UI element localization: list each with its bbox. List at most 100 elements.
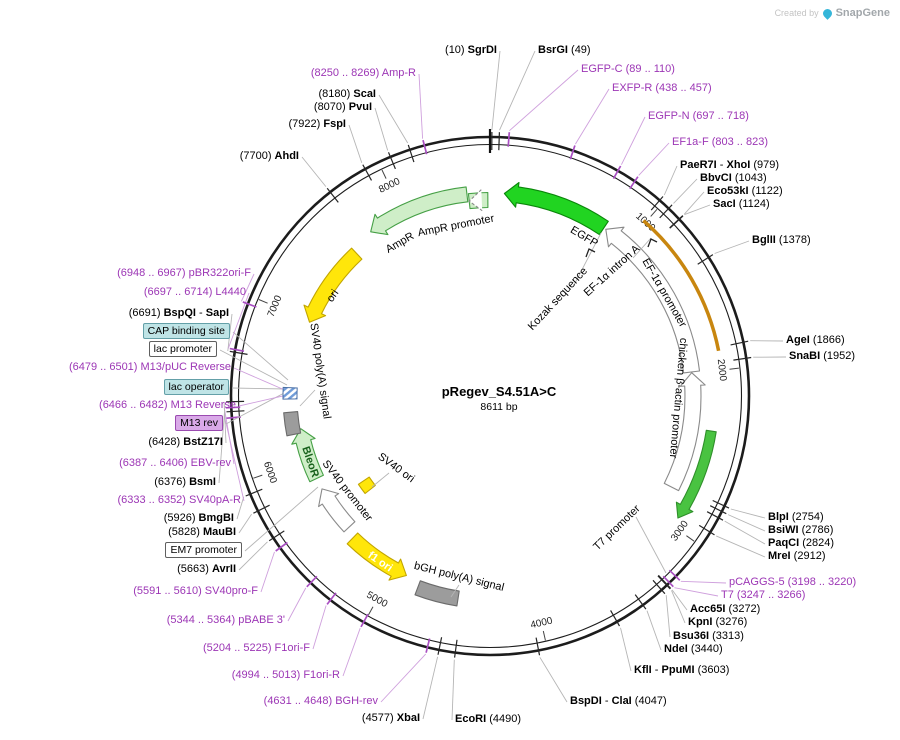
site-label-bbvci[interactable]: BbvCI (1043): [700, 172, 767, 185]
tick-bgh-rev-primer: [425, 638, 431, 653]
site-label-m13-puc-reverse-primer[interactable]: (6479 .. 6501) M13/pUC Reverse: [69, 361, 231, 374]
watermark: Created by SnapGene: [775, 6, 890, 20]
callout-bglii: [714, 240, 750, 254]
tick-exfp-r-primer: [569, 145, 576, 160]
tick-ebv-rev-primer: [225, 406, 241, 409]
site-label-acc65i[interactable]: Acc65I (3272): [690, 603, 760, 616]
site-label-t7-primer[interactable]: T7 (3247 .. 3266): [721, 589, 805, 602]
site-label-amp-r-primer[interactable]: (8250 .. 8269) Amp-R: [311, 67, 416, 80]
site-label-bspdi-clai[interactable]: BspDI - ClaI (4047): [570, 695, 667, 708]
site-label-xbai[interactable]: (4577) XbaI: [362, 712, 420, 725]
site-label-kfli-ppumi[interactable]: KflI - PpuMI (3603): [634, 664, 729, 677]
site-label-l4440-primer[interactable]: (6697 .. 6714) L4440: [144, 286, 246, 299]
site-label-bsiwi[interactable]: BsiWI (2786): [768, 524, 833, 537]
site-label-mrei[interactable]: MreI (2912): [768, 550, 825, 563]
callout-exfp-r-primer: [575, 88, 610, 145]
callout-avrii: [238, 541, 268, 571]
site-label-lac-promoter-label[interactable]: lac promoter: [148, 341, 217, 357]
watermark-brand: SnapGene: [835, 7, 890, 19]
callout-lac-operator-label: [231, 387, 287, 390]
site-label-ndei[interactable]: NdeI (3440): [664, 643, 723, 656]
site-label-egfp-n-primer[interactable]: EGFP-N (697 .. 718): [648, 110, 749, 123]
feature-intron-arc[interactable]: [675, 429, 717, 519]
site-label-maubi[interactable]: (5828) MauBI: [168, 526, 236, 539]
intron-boundary-icon: [585, 248, 596, 258]
feature-label-ef1a-intron-a[interactable]: EF-1α intron A: [582, 242, 643, 299]
site-label-agei[interactable]: AgeI (1866): [786, 334, 845, 347]
site-label-avrii[interactable]: (5663) AvrII: [177, 563, 236, 576]
site-label-sv40pro-f-primer[interactable]: (5591 .. 5610) SV40pro-F: [133, 585, 258, 598]
site-label-text: BsmI: [189, 476, 216, 488]
tick-f1ori-f-primer: [326, 592, 337, 605]
site-label-exfp-r-primer[interactable]: EXFP-R (438 .. 457): [612, 82, 712, 95]
site-label-bspqi-sapi[interactable]: (6691) BspQI - SapI: [129, 307, 229, 320]
site-label-blpi[interactable]: BlpI (2754): [768, 511, 824, 524]
feature-egfp[interactable]: [503, 181, 609, 236]
site-label-m13-reverse-primer[interactable]: (6466 .. 6482) M13 Reverse: [99, 399, 236, 412]
site-label-bsu36i[interactable]: Bsu36I (3313): [673, 630, 744, 643]
site-label-ecori[interactable]: EcoRI (4490): [455, 713, 521, 726]
site-label-paqci[interactable]: PaqCI (2824): [768, 537, 834, 550]
feature-ef1a-intron-a[interactable]: [642, 219, 721, 352]
site-label-ebv-rev-primer[interactable]: (6387 .. 6406) EBV-rev: [119, 457, 231, 470]
site-label-pbr322ori-f-primer[interactable]: (6948 .. 6967) pBR322ori-F: [117, 267, 251, 280]
plasmid-name[interactable]: pRegev_S4.51A>C: [441, 384, 557, 399]
feature-label-sv40-polya[interactable]: SV40 poly(A) signal: [307, 322, 332, 419]
site-label-pcaggs-5-primer[interactable]: pCAGGS-5 (3198 .. 3220): [729, 576, 856, 589]
site-label-text: (4994 .. 5013) F1ori-R: [231, 669, 340, 681]
site-label-bmgbi[interactable]: (5926) BmgBI: [164, 512, 234, 525]
feature-label-ampr-promoter[interactable]: AmpR promoter: [417, 213, 496, 240]
feature-ori[interactable]: [303, 247, 363, 323]
feature-label-ef1a-promoter[interactable]: EF-1α promoter: [640, 256, 689, 329]
scale-label-8000: 8000: [377, 176, 402, 196]
feature-label-sv40-ori[interactable]: SV40 ori: [375, 451, 416, 486]
feature-label-ori[interactable]: ori: [325, 288, 342, 305]
site-label-cap-binding-site-label[interactable]: CAP binding site: [142, 323, 230, 339]
scale-tick-1000: [650, 208, 658, 217]
site-label-em7-promoter-label[interactable]: EM7 promoter: [165, 542, 242, 558]
site-label-lac-operator-label[interactable]: lac operator: [163, 379, 229, 395]
feature-sv40-polya[interactable]: [283, 411, 302, 437]
feature-m13-rev-site[interactable]: [282, 386, 298, 400]
feature-bleor[interactable]: [291, 428, 324, 483]
site-label-pbabe-3-primer[interactable]: (5344 .. 5364) pBABE 3': [167, 614, 285, 627]
site-label-f1ori-f-primer[interactable]: (5204 .. 5225) F1ori-F: [203, 642, 310, 655]
feature-f1-ori[interactable]: [346, 532, 407, 581]
feature-sv40-ori[interactable]: [357, 476, 376, 495]
site-label-bgh-rev-primer[interactable]: (4631 .. 4648) BGH-rev: [264, 695, 378, 708]
feature-ef1a-promoter[interactable]: [605, 226, 701, 374]
site-label-text: (5591 .. 5610) SV40pro-F: [133, 585, 258, 597]
feature-callout: [632, 237, 652, 259]
site-label-bsrgi[interactable]: BsrGI (49): [538, 44, 591, 57]
site-label-bsmi[interactable]: (6376) BsmI: [154, 476, 216, 489]
feature-label-t7-promoter[interactable]: T7 promoter: [591, 503, 643, 553]
site-label-ef1a-f-primer[interactable]: EF1a-F (803 .. 823): [672, 136, 768, 149]
site-label-ahdi[interactable]: (7700) AhdI: [240, 150, 299, 163]
site-label-text: M13 rev: [180, 417, 218, 429]
scale-label-6000: 6000: [261, 460, 279, 485]
site-label-sgrdi[interactable]: (10) SgrDI: [445, 44, 497, 57]
site-label-pvui[interactable]: (8070) PvuI: [314, 101, 372, 114]
site-label-kpni[interactable]: KpnI (3276): [688, 616, 747, 629]
site-label-text: -: [195, 307, 206, 319]
site-label-f1ori-r-primer[interactable]: (4994 .. 5013) F1ori-R: [232, 669, 340, 682]
feature-ampr[interactable]: [370, 186, 469, 236]
site-label-eco53ki[interactable]: Eco53kI (1122): [707, 185, 783, 198]
feature-sv40-promoter[interactable]: [318, 488, 356, 533]
site-label-fspi[interactable]: (7922) FspI: [289, 118, 346, 131]
site-label-m13-rev-label[interactable]: M13 rev: [175, 415, 223, 431]
site-label-bstz17i[interactable]: (6428) BstZ17I: [148, 436, 223, 449]
site-label-text: (4577): [361, 712, 397, 724]
feature-bgh-polya[interactable]: [414, 580, 460, 607]
site-label-bglii[interactable]: BglII (1378): [752, 234, 811, 247]
site-label-scai[interactable]: (8180) ScaI: [319, 88, 377, 101]
feature-chicken-b-actin[interactable]: [663, 372, 706, 492]
site-label-egfp-c-primer[interactable]: EGFP-C (89 .. 110): [581, 63, 675, 76]
site-label-snabi[interactable]: SnaBI (1952): [789, 350, 855, 363]
site-label-saci[interactable]: SacI (1124): [713, 198, 770, 211]
feature-label-kozak[interactable]: Kozak sequence: [526, 265, 590, 333]
feature-label-ampr[interactable]: AmpR: [384, 230, 417, 256]
site-label-paer7i-xhoi[interactable]: PaeR7I - XhoI (979): [680, 159, 779, 172]
scale-tick-2000: [729, 367, 739, 370]
site-label-sv40pa-r-primer[interactable]: (6333 .. 6352) SV40pA-R: [117, 494, 241, 507]
